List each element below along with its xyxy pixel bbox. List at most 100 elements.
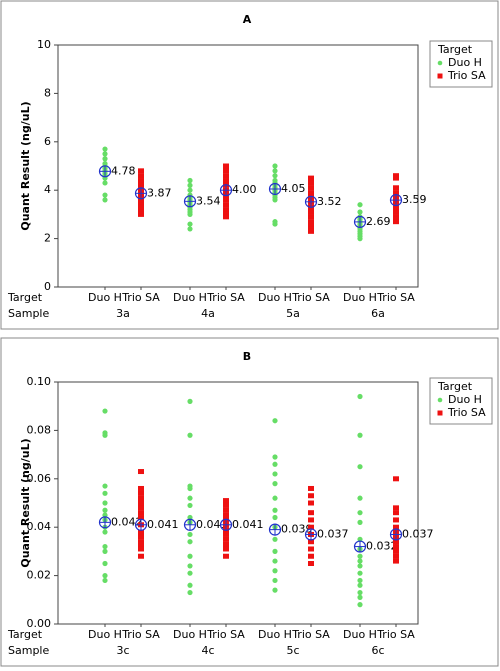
point	[138, 490, 144, 496]
legend-swatch	[437, 397, 443, 403]
point	[102, 512, 108, 518]
point	[308, 539, 314, 545]
point	[223, 178, 229, 184]
point	[308, 209, 314, 215]
point	[138, 505, 144, 511]
point	[272, 173, 278, 179]
point	[308, 175, 314, 181]
row-label: Target	[7, 628, 43, 641]
point	[272, 163, 278, 169]
point	[102, 432, 108, 438]
point	[138, 515, 144, 521]
target-label: Duo H	[258, 291, 292, 304]
sample-label: 5a	[286, 307, 300, 320]
point	[223, 541, 229, 547]
legend-swatch	[437, 410, 443, 416]
mean-label: 3.87	[147, 186, 172, 199]
mean-marker	[219, 184, 233, 197]
chart-title: A	[243, 13, 252, 26]
sample-label: 6a	[371, 307, 385, 320]
target-label: Trio SA	[206, 628, 245, 641]
point	[357, 510, 363, 516]
point	[357, 553, 363, 559]
target-label: Duo H	[88, 291, 122, 304]
point	[393, 209, 399, 215]
point	[223, 536, 229, 542]
point	[138, 168, 144, 174]
point	[187, 226, 193, 232]
point	[308, 493, 314, 499]
point	[187, 563, 193, 569]
point	[223, 202, 229, 208]
mean-marker	[389, 528, 403, 541]
mean-marker	[304, 195, 318, 208]
y-tick-label: 0.06	[27, 472, 52, 485]
point	[272, 495, 278, 501]
sample-label: 3a	[116, 307, 130, 320]
legend-label: Trio SA	[447, 406, 486, 419]
mean-label: 0.039	[281, 523, 313, 536]
point	[357, 236, 363, 242]
sample-label: 6c	[371, 644, 384, 657]
point	[308, 546, 314, 552]
point	[102, 192, 108, 198]
y-tick-label: 2	[44, 232, 51, 245]
point	[308, 561, 314, 566]
point	[187, 182, 193, 188]
mean-marker	[183, 195, 197, 208]
point	[138, 500, 144, 506]
point	[187, 582, 193, 588]
y-tick-label: 0	[44, 280, 51, 293]
point	[308, 553, 314, 559]
point	[393, 219, 399, 225]
point	[393, 539, 399, 545]
point	[393, 476, 399, 482]
mean-marker	[353, 215, 367, 229]
y-tick-label: 0.04	[27, 520, 52, 533]
point	[223, 207, 229, 213]
legend-label: Duo H	[448, 56, 482, 69]
panel-border	[0, 337, 499, 667]
mean-label: 4.05	[281, 182, 306, 195]
point	[102, 507, 108, 513]
point	[393, 524, 399, 530]
point	[357, 563, 363, 569]
point	[272, 481, 278, 487]
point	[223, 546, 229, 552]
row-label: Sample	[8, 307, 49, 320]
target-label: Trio SA	[376, 628, 415, 641]
point	[102, 500, 108, 506]
point	[357, 558, 363, 564]
mean-label: 0.041	[232, 518, 264, 531]
target-label: Trio SA	[121, 291, 160, 304]
point	[187, 221, 193, 227]
point	[393, 510, 399, 516]
target-label: Trio SA	[291, 291, 330, 304]
point	[357, 393, 363, 400]
sample-label: 4a	[201, 307, 215, 320]
y-tick-label: 6	[44, 135, 51, 148]
point	[393, 517, 399, 523]
point	[223, 498, 229, 504]
point	[187, 553, 193, 559]
point	[393, 505, 399, 511]
point	[272, 507, 278, 513]
point	[357, 602, 363, 608]
mean-marker	[389, 194, 403, 207]
point	[272, 536, 278, 542]
point	[357, 202, 363, 208]
row-label: Target	[7, 291, 43, 304]
point	[102, 490, 108, 496]
point	[102, 548, 108, 555]
point	[223, 168, 229, 174]
point	[223, 507, 229, 513]
point	[357, 519, 363, 525]
point	[272, 471, 278, 477]
point	[138, 546, 144, 552]
point	[357, 582, 363, 588]
mean-marker	[134, 518, 148, 531]
target-label: Trio SA	[121, 628, 160, 641]
point	[223, 197, 229, 203]
point	[102, 146, 108, 152]
sample-label: 5c	[286, 644, 299, 657]
